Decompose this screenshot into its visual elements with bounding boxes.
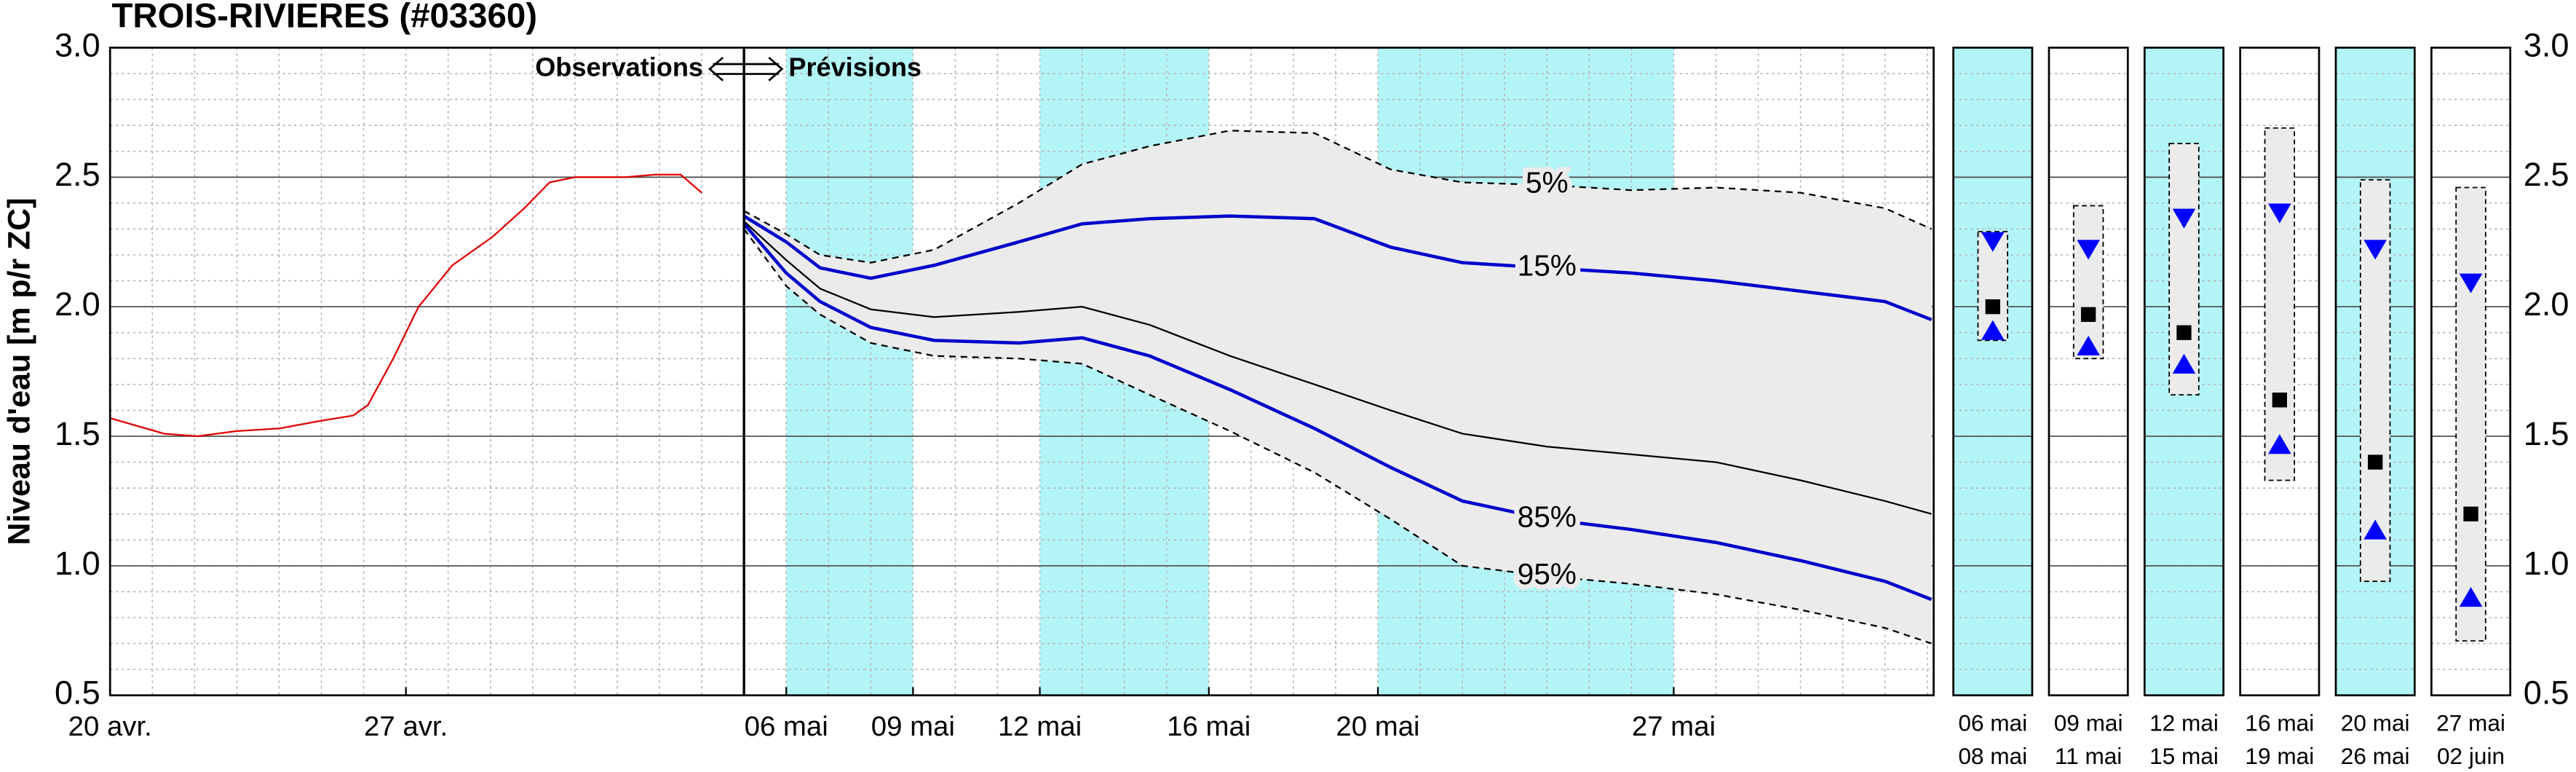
panel-frame xyxy=(2143,47,2224,697)
upper-marker xyxy=(2363,240,2387,260)
plot-layer: 0.5 1.0 1.5 2.0 2.5 3.0 20 avr. 27 avr. 06 mai 09… xyxy=(55,26,2569,768)
lower-marker xyxy=(2459,587,2483,607)
panel-frame xyxy=(2048,47,2129,697)
y-tick-label: 2.5 xyxy=(55,156,100,193)
series-label: 85% xyxy=(1518,500,1577,534)
range-box xyxy=(2168,143,2200,395)
series-label: 95% xyxy=(1518,557,1577,591)
median-marker xyxy=(2463,506,2478,521)
range-box xyxy=(2072,205,2104,360)
median-marker xyxy=(2176,325,2192,340)
x-tick-label: 06 mai xyxy=(745,711,828,742)
panel-start-label: 20 mai xyxy=(2341,710,2410,736)
x-tick-label: 27 avr. xyxy=(364,711,448,742)
annotation-observations: Observations xyxy=(535,52,703,82)
upper-marker xyxy=(2268,203,2291,224)
y2-tick-label: 1.5 xyxy=(2524,415,2569,452)
panel-frame xyxy=(2430,47,2512,697)
series-line xyxy=(742,214,1933,322)
y-tick-label: 1.0 xyxy=(55,545,100,582)
y-tick-label: 3.0 xyxy=(55,26,100,63)
x-tick-label: 27 mai xyxy=(1632,711,1716,742)
panel-start-label: 27 mai xyxy=(2436,710,2505,736)
lower-marker xyxy=(2077,335,2100,356)
series-line xyxy=(743,130,1933,264)
median-marker xyxy=(1985,299,2000,315)
panel-start-label: 06 mai xyxy=(1958,710,2027,736)
panel xyxy=(1953,47,2032,696)
lower-marker xyxy=(2268,434,2291,454)
panel-start-label: 12 mai xyxy=(2149,710,2219,736)
median-marker xyxy=(2368,454,2383,470)
panel-end-label: 26 mai xyxy=(2341,743,2410,769)
panel-end-label: 08 mai xyxy=(1958,743,2027,769)
chart-title: TROIS-RIVIERES (#03360) xyxy=(111,0,537,35)
panel xyxy=(2048,47,2128,696)
range-box xyxy=(2455,186,2486,642)
y2-tick-label: 1.0 xyxy=(2524,545,2569,582)
panel-end-label: 19 mai xyxy=(2245,743,2314,769)
x-tick-label: 20 avr. xyxy=(68,711,152,742)
series-line xyxy=(743,228,1932,645)
y2-tick-label: 0.5 xyxy=(2524,674,2569,712)
annotation-arrow xyxy=(708,56,784,82)
panel-end-label: 15 mai xyxy=(2149,743,2219,769)
y2-tick-label: 2.0 xyxy=(2524,285,2569,323)
x-tick-label: 20 mai xyxy=(1336,711,1419,742)
forecast-band xyxy=(786,47,914,696)
panel-frame xyxy=(2334,47,2416,697)
annotation-previsions: Prévisions xyxy=(788,52,922,82)
y2-tick-label: 3.0 xyxy=(2524,26,2569,63)
series-line xyxy=(742,222,1933,602)
upper-marker xyxy=(2172,208,2196,229)
lower-marker xyxy=(2363,519,2387,540)
panel-frame xyxy=(1952,47,2034,697)
y-tick-label: 0.5 xyxy=(55,674,100,712)
y-axis-label: Niveau d'eau [m p/r ZC] xyxy=(2,198,37,545)
panel-start-label: 16 mai xyxy=(2245,710,2314,736)
x-tick-label: 12 mai xyxy=(998,711,1082,742)
median-marker xyxy=(2272,393,2287,408)
median-marker xyxy=(2080,307,2096,322)
series-label: 5% xyxy=(1526,166,1569,200)
upper-marker xyxy=(2077,240,2100,260)
lower-marker xyxy=(2172,353,2196,374)
x-tick-label: 09 mai xyxy=(871,711,955,742)
upper-marker xyxy=(1981,232,2005,252)
upper-marker xyxy=(2459,273,2483,294)
panel-end-label: 11 mai xyxy=(2055,743,2122,769)
panel-frame xyxy=(2239,47,2321,697)
lower-marker xyxy=(1981,320,2005,340)
plot-frame xyxy=(108,47,1935,697)
y2-tick-label: 2.5 xyxy=(2524,156,2569,193)
series-line xyxy=(109,173,702,438)
y-tick-label: 1.5 xyxy=(55,415,100,452)
y-tick-label: 2.0 xyxy=(55,285,100,323)
range-fill xyxy=(744,130,1932,644)
series-label: 15% xyxy=(1518,249,1577,283)
series-line xyxy=(743,220,1932,515)
panel-start-label: 09 mai xyxy=(2054,710,2123,736)
x-tick-label: 16 mai xyxy=(1167,711,1251,742)
range-box xyxy=(2264,127,2296,481)
panel-end-label: 02 juin xyxy=(2437,743,2505,769)
